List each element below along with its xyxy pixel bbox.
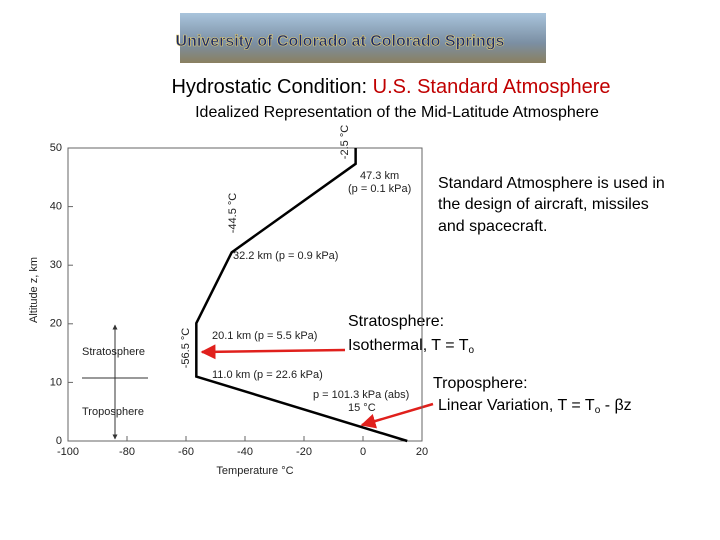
pointer-arrow [200, 344, 346, 360]
annotation: Stratosphere [82, 346, 145, 358]
annotation: 20.1 km (p = 5.5 kPa) [212, 330, 317, 342]
title-prefix: Hydrostatic Condition: [171, 76, 372, 98]
note: Linear Variation, T = To - βz [438, 397, 632, 415]
y-tick-label: 30 [50, 259, 62, 271]
title-highlight: U.S. Standard Atmosphere [373, 76, 611, 98]
y-tick-label: 10 [50, 376, 62, 388]
subscript: o [469, 345, 475, 356]
note-text: Isothermal, T = T [348, 337, 469, 354]
x-tick-label: -60 [178, 446, 194, 458]
annotation: p = 101.3 kPa (abs) [313, 389, 409, 401]
note: Standard Atmosphere is used in [438, 175, 665, 192]
annotation: Troposphere [82, 406, 144, 418]
line [195, 148, 408, 443]
annotation: -56.5 °C [180, 328, 192, 369]
pointer-arrow [360, 402, 434, 429]
x-tick-label: -20 [296, 446, 312, 458]
note-text: Linear Variation, T = T [438, 397, 595, 414]
slide-title: Hydrostatic Condition: U.S. Standard Atm… [171, 76, 610, 98]
subscript: o [595, 405, 601, 416]
y-tick-label: 20 [50, 318, 62, 330]
note: Stratosphere: [348, 313, 444, 330]
x-tick-label: -80 [119, 446, 135, 458]
x-tick-label: -100 [57, 446, 79, 458]
annotation: 32.2 km (p = 0.9 kPa) [233, 250, 338, 262]
annotation: (p = 0.1 kPa) [348, 183, 411, 195]
annotation: 15 °C [348, 402, 376, 414]
x-tick-label: -40 [237, 446, 253, 458]
note: Troposphere: [433, 375, 528, 392]
y-tick-label: 40 [50, 201, 62, 213]
annotation: 47.3 km [360, 170, 399, 182]
note: the design of aircraft, missiles [438, 196, 649, 213]
note-text: - βz [600, 397, 631, 414]
y-tick-label: 50 [50, 142, 62, 154]
annotation: -2.5 °C [339, 125, 351, 159]
note: Isothermal, T = To [348, 337, 475, 355]
note: and spacecraft. [438, 218, 547, 235]
annotation: -44.5 °C [227, 193, 239, 234]
x-tick-label: 20 [416, 446, 428, 458]
y-tick-label: 0 [56, 435, 62, 447]
annotation: 11.0 km (p = 22.6 kPa) [212, 369, 323, 381]
x-axis-label: Temperature °C [216, 465, 293, 477]
banner [180, 13, 546, 63]
x-tick-label: 0 [360, 446, 366, 458]
y-axis-label: Altitude z, km [28, 257, 40, 323]
subtitle: Idealized Representation of the Mid-Lati… [195, 104, 599, 121]
banner-text: University of Colorado at Colorado Sprin… [176, 33, 505, 50]
